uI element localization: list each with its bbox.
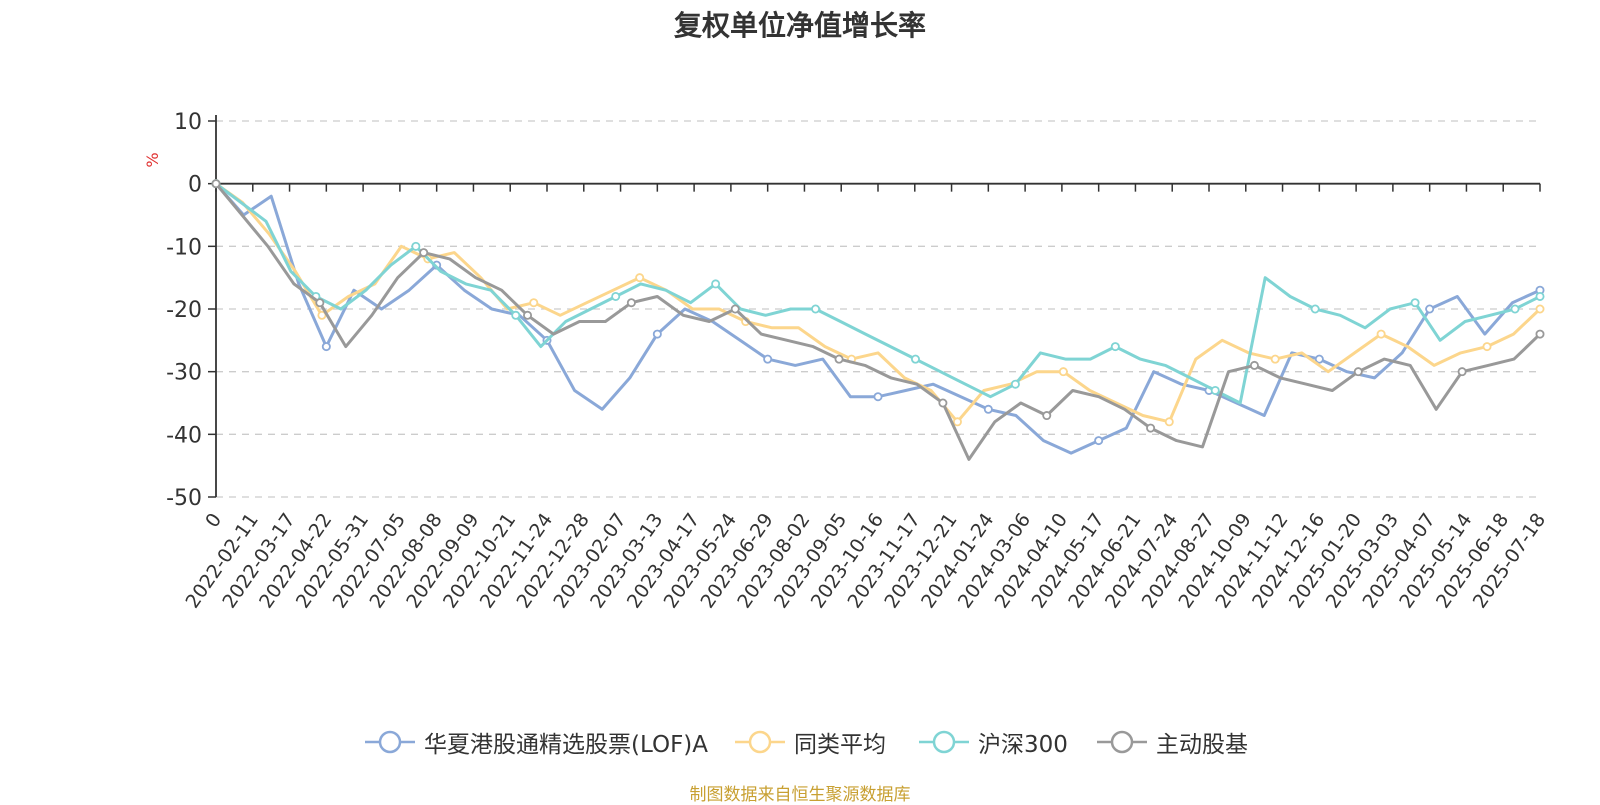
legend-label: 沪深300 xyxy=(978,732,1068,758)
data-point xyxy=(1058,367,1068,377)
legend-item[interactable]: 沪深300 xyxy=(918,722,1068,762)
data-point xyxy=(1110,342,1120,352)
data-point xyxy=(626,298,636,308)
data-point xyxy=(635,273,645,283)
data-point xyxy=(1510,304,1520,314)
data-point xyxy=(983,404,993,414)
data-point xyxy=(938,398,948,408)
y-tick-label: -50 xyxy=(166,486,202,511)
data-point xyxy=(711,279,721,289)
data-point xyxy=(1146,423,1156,433)
data-point xyxy=(1270,354,1280,364)
data-point xyxy=(211,179,221,189)
legend-label: 华夏港股通精选股票(LOF)A xyxy=(424,732,709,758)
legend-item[interactable]: 主动股基 xyxy=(1096,722,1248,762)
chart-title: 复权单位净值增长率 xyxy=(673,9,926,42)
data-point xyxy=(529,298,539,308)
data-point xyxy=(811,304,821,314)
y-tick-label: -30 xyxy=(166,361,202,386)
data-point xyxy=(730,304,740,314)
data-point xyxy=(952,417,962,427)
data-point xyxy=(321,342,331,352)
y-tick-label: 0 xyxy=(188,173,202,198)
data-point xyxy=(910,354,920,364)
data-point xyxy=(1353,367,1363,377)
data-point xyxy=(1042,411,1052,421)
data-point xyxy=(652,329,662,339)
legend-line-circle-icon xyxy=(735,730,785,754)
y-tick-label: -40 xyxy=(166,423,202,448)
grid-lines xyxy=(216,120,1540,498)
series-line xyxy=(214,182,1542,461)
data-point xyxy=(1310,304,1320,314)
data-point xyxy=(873,392,883,402)
data-point xyxy=(1410,298,1420,308)
data-point xyxy=(1535,329,1545,339)
legend-line-circle-icon xyxy=(1097,730,1147,754)
legend-line-circle-icon xyxy=(365,730,415,754)
data-point xyxy=(1535,291,1545,301)
y-tick-label: 10 xyxy=(174,110,202,135)
data-point xyxy=(763,354,773,364)
data-point xyxy=(1094,436,1104,446)
data-point xyxy=(1210,385,1220,395)
data-point xyxy=(1249,360,1259,370)
x-tick-label: 0 xyxy=(201,509,226,532)
data-point xyxy=(1482,342,1492,352)
source-note: 制图数据来自恒生聚源数据库 xyxy=(689,785,911,805)
legend-line-circle-icon xyxy=(919,730,969,754)
data-point xyxy=(1425,304,1435,314)
data-point xyxy=(1457,367,1467,377)
legend-item[interactable]: 华夏港股通精选股票(LOF)A xyxy=(364,722,708,762)
data-point xyxy=(1010,379,1020,389)
y-tick-label: -10 xyxy=(166,235,202,260)
series-lines xyxy=(211,179,1545,461)
series-line xyxy=(215,182,1542,424)
data-point xyxy=(1376,329,1386,339)
data-point xyxy=(419,248,429,258)
data-point xyxy=(511,310,521,320)
data-point xyxy=(611,291,621,301)
series-line xyxy=(214,182,1541,455)
legend-label: 同类平均 xyxy=(794,732,886,758)
data-point xyxy=(315,298,325,308)
legend-item[interactable]: 同类平均 xyxy=(734,722,886,762)
legend-label: 主动股基 xyxy=(1156,732,1248,758)
legend: 华夏港股通精选股票(LOF)A 同类平均 沪深300 主动股基 xyxy=(0,722,1600,762)
data-point xyxy=(834,354,844,364)
data-point xyxy=(1535,304,1545,314)
data-point xyxy=(411,241,421,251)
y-axis-label: % xyxy=(143,152,162,167)
data-point xyxy=(1164,417,1174,427)
data-point xyxy=(523,310,533,320)
data-point xyxy=(1314,354,1324,364)
y-tick-label: -20 xyxy=(166,298,202,323)
